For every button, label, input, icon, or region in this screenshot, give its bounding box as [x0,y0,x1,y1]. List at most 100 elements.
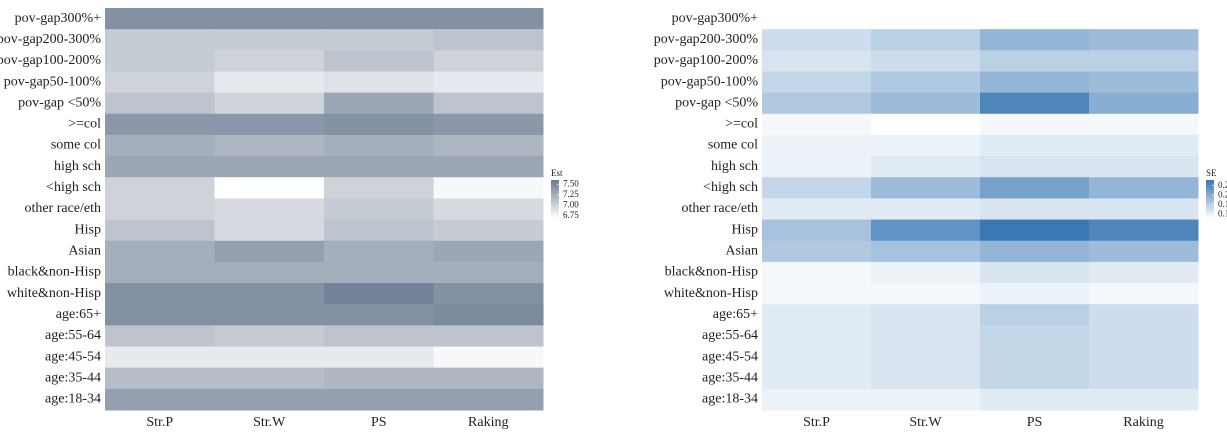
colorbar-step [1206,200,1214,202]
heatmap-cell [105,134,215,157]
colorbar-step [551,215,559,217]
heatmap-cell [871,367,981,390]
colorbar-step [1206,189,1214,191]
y-tick-label: age:55-64 [45,328,101,343]
heatmap-cell [980,304,1090,326]
colorbar-step [1206,216,1214,218]
heatmap-cell [324,325,434,348]
y-tick-label: age:65+ [713,307,758,322]
heatmap-cell [214,177,325,199]
heatmap-cell [433,388,544,411]
heatmap-cell [871,8,981,30]
heatmap-cell [214,50,325,72]
heatmap-cell [1089,304,1199,326]
y-tick-label: <high sch [703,180,758,195]
heatmap-cell [871,304,981,326]
heatmap-cell [324,346,434,369]
colorbar-step [1206,202,1214,204]
heatmap-cell [214,388,325,411]
heatmap-cell [871,113,981,136]
x-tick-label: Str.W [253,415,286,430]
colorbar-step [551,213,559,215]
heatmap-cell [871,156,981,178]
heatmap-cell [105,304,215,326]
colorbar-step [1206,192,1214,194]
heatmap-cell [105,219,215,242]
heatmap-cell [1089,29,1199,51]
y-tick-label: pov-gap300%+ [672,11,759,26]
heatmap-cell [980,71,1090,94]
heatmap-cell [1089,346,1199,369]
heatmap-cell [762,156,872,178]
heatmap-cell [1089,198,1199,221]
heatmap-cell [324,219,434,242]
colorbar-step [1206,193,1214,195]
colorbar-tick-label: 0.15 [1218,199,1227,209]
y-tick-label: pov-gap200-300% [0,32,101,47]
colorbar-step [1206,198,1214,200]
colorbar-step [1206,188,1214,190]
colorbar-step [551,197,559,199]
y-tick-label: white&non-Hisp [664,286,758,301]
colorbar-step [551,187,559,189]
y-tick-label: pov-gap <50% [675,95,758,110]
heatmap-cell [105,8,215,30]
heatmap-cell [105,367,215,390]
y-tick-label: some col [51,138,101,153]
heatmap-cell [214,283,325,305]
heatmap-cell [433,367,544,390]
heatmap-cell [980,134,1090,157]
heatmap-cell [762,283,872,305]
heatmap-cell [433,304,544,326]
y-tick-label: Hisp [75,222,101,237]
colorbar-step [1206,195,1214,197]
y-tick-label: age:65+ [56,307,101,322]
heatmap-cell [871,261,981,284]
y-tick-label: pov-gap <50% [18,95,101,110]
colorbar-tick-label: 7.50 [563,178,579,188]
y-tick-label: other race/eth [681,201,758,216]
heatmap-cell [871,71,981,94]
colorbar-step [551,188,559,190]
y-tick-label: <high sch [46,180,101,195]
heatmap-cell [980,388,1090,411]
heatmap-cell [433,50,544,72]
colorbar-step [551,191,559,193]
colorbar-step [551,190,559,192]
colorbar-step [551,183,559,185]
heatmap-cell [980,198,1090,221]
heatmap-cell [105,346,215,369]
colorbar-step [1206,201,1214,203]
heatmap-cell [105,240,215,263]
colorbar-tick-label: 7.00 [563,199,579,209]
heatmap-cell [214,261,325,284]
colorbar-title: SE [1206,168,1217,178]
heatmap-cell [433,71,544,94]
x-tick-label: Str.P [146,415,173,430]
colorbar-tick-label: 6.75 [563,210,579,220]
heatmap-cell [214,134,325,157]
colorbar-step [551,182,559,184]
heatmap-cell [1089,240,1199,263]
colorbar-step [551,202,559,204]
colorbar-step [551,212,559,214]
heatmap-cell [871,219,981,242]
colorbar-step [551,205,559,207]
heatmap-cell [214,304,325,326]
x-tick-label: PS [1027,415,1043,430]
colorbar-title: Est [551,168,563,178]
colorbar-step [1206,181,1214,183]
heatmap-cell [762,219,872,242]
heatmap-cell [324,113,434,136]
heatmap-cell [980,8,1090,30]
heatmap-cell [980,367,1090,390]
colorbar-step [1206,183,1214,185]
heatmap-cell [871,346,981,369]
heatmap-cell [762,240,872,263]
heatmap-cell [980,240,1090,263]
heatmap-cell [1089,261,1199,284]
heatmap-cell [762,50,872,72]
colorbar-step [551,217,559,219]
heatmap-cell [871,198,981,221]
